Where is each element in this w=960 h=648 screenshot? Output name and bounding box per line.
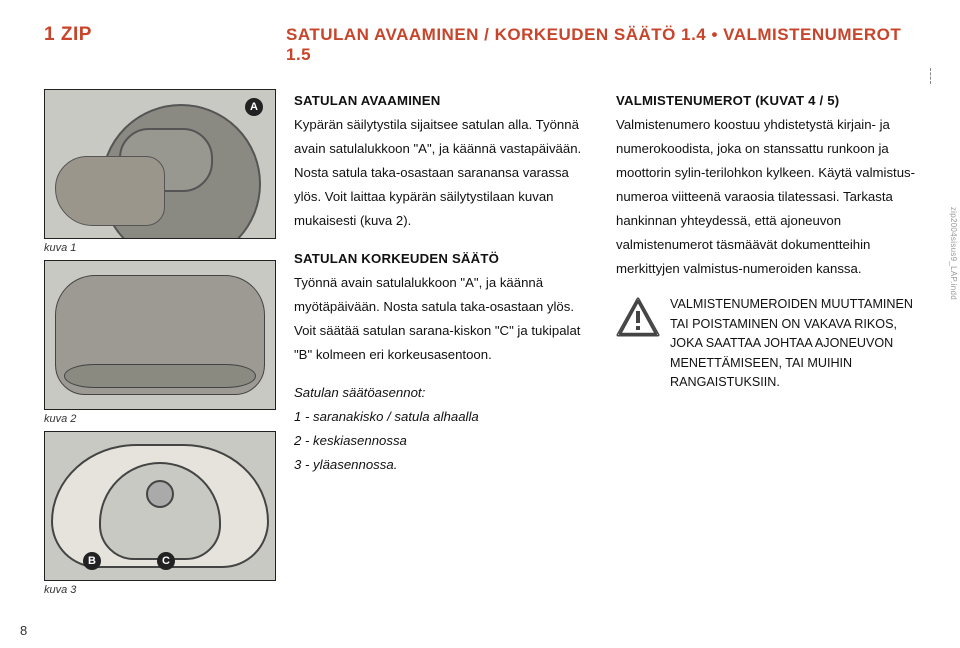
figure-1-image: A bbox=[44, 89, 276, 239]
warning-text: VALMISTENUMEROIDEN MUUTTAMINEN TAI POIST… bbox=[670, 297, 913, 389]
figure-3-caption: kuva 3 bbox=[44, 584, 276, 596]
disc-shape bbox=[146, 480, 174, 508]
header-right: SATULAN AVAAMINEN / KORKEUDEN SÄÄTÖ 1.4 … bbox=[286, 25, 916, 65]
figure-3: B C kuva 3 bbox=[44, 431, 276, 596]
figure-2: kuva 2 bbox=[44, 260, 276, 425]
figure-3-image: B C bbox=[44, 431, 276, 581]
badge-c: C bbox=[157, 552, 175, 570]
figure-column: A kuva 1 kuva 2 B C kuva 3 bbox=[44, 89, 276, 596]
page-header: 1 ZIP SATULAN AVAAMINEN / KORKEUDEN SÄÄT… bbox=[44, 24, 916, 65]
figure-1: A kuva 1 bbox=[44, 89, 276, 254]
section-body-adjust: Työnnä avain satulalukkoon "A", ja käänn… bbox=[294, 271, 594, 367]
warning-icon bbox=[616, 297, 660, 337]
side-print-mark: zip2004sisus9_LAP.indd bbox=[949, 207, 958, 300]
figure-1-caption: kuva 1 bbox=[44, 242, 276, 254]
text-col-2: VALMISTENUMEROT (KUVAT 4 / 5) Valmistenu… bbox=[616, 89, 916, 596]
text-columns: SATULAN AVAAMINEN Kypärän säilytystila s… bbox=[294, 89, 916, 596]
list-item-1: 1 - saranakisko / satula alhaalla bbox=[294, 405, 594, 429]
crop-mark bbox=[930, 68, 934, 84]
figure-2-caption: kuva 2 bbox=[44, 413, 276, 425]
section-heading-serials: VALMISTENUMEROT (KUVAT 4 / 5) bbox=[616, 89, 916, 113]
hand-shape bbox=[55, 156, 165, 226]
list-heading: Satulan säätöasennot: bbox=[294, 381, 594, 405]
seat-shape bbox=[55, 275, 265, 395]
badge-a: A bbox=[245, 98, 263, 116]
list-item-3: 3 - yläasennossa. bbox=[294, 453, 594, 477]
text-col-1: SATULAN AVAAMINEN Kypärän säilytystila s… bbox=[294, 89, 594, 596]
section-heading-open: SATULAN AVAAMINEN bbox=[294, 89, 594, 113]
warning-box: VALMISTENUMEROIDEN MUUTTAMINEN TAI POIST… bbox=[616, 295, 916, 393]
list-item-2: 2 - keskiasennossa bbox=[294, 429, 594, 453]
page-number: 8 bbox=[20, 623, 27, 638]
figure-2-image bbox=[44, 260, 276, 410]
section-body-open: Kypärän säilytystila sijaitsee satulan a… bbox=[294, 113, 594, 233]
section-body-serials: Valmistenumero koostuu yhdistetystä kirj… bbox=[616, 113, 916, 281]
main-content: A kuva 1 kuva 2 B C kuva 3 bbox=[44, 89, 916, 596]
badge-b: B bbox=[83, 552, 101, 570]
section-heading-adjust: SATULAN KORKEUDEN SÄÄTÖ bbox=[294, 247, 594, 271]
header-left: 1 ZIP bbox=[44, 24, 286, 46]
